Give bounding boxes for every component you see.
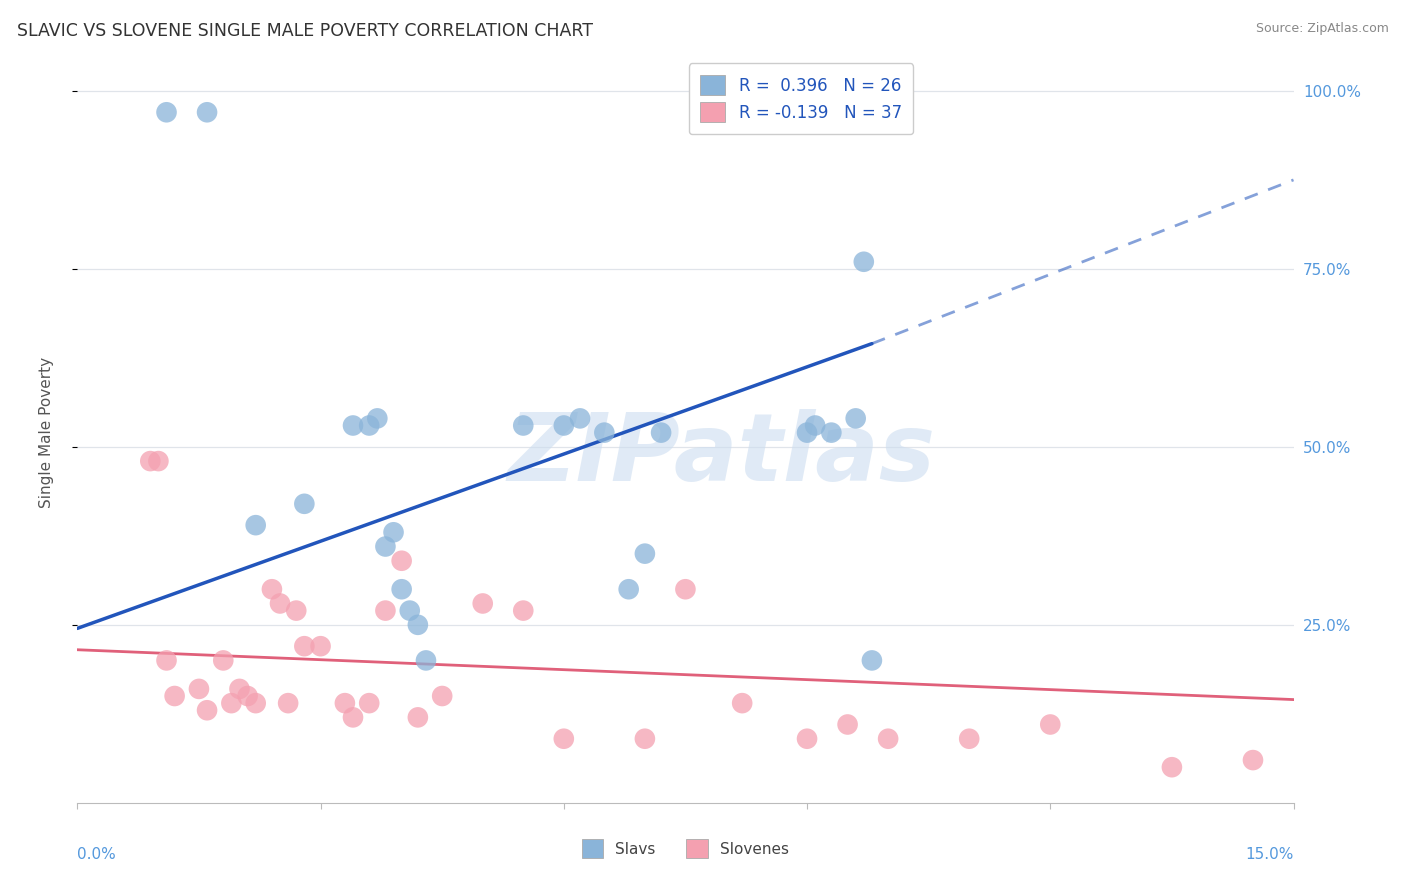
Point [236,689,259,703]
Point [877,731,900,746]
Point [553,731,575,746]
Text: SLAVIC VS SLOVENE SINGLE MALE POVERTY CORRELATION CHART: SLAVIC VS SLOVENE SINGLE MALE POVERTY CO… [17,22,593,40]
Point [471,597,494,611]
Point [820,425,842,440]
Point [852,254,875,268]
Point [675,582,697,597]
Text: ZIPatlas: ZIPatlas [508,409,936,500]
Point [228,681,250,696]
Point [617,582,640,597]
Point [634,731,657,746]
Point [292,497,315,511]
Point [195,105,218,120]
Point [374,604,396,618]
Point [406,617,429,632]
Point [359,418,381,433]
Point [796,731,818,746]
Point [569,411,592,425]
Point [406,710,429,724]
Point [285,604,308,618]
Point [155,653,177,667]
Point [512,418,534,433]
Point [430,689,453,703]
Legend: Slavs, Slovenes: Slavs, Slovenes [574,831,797,865]
Point [391,582,413,597]
Point [245,696,267,710]
Point [195,703,218,717]
Point [221,696,243,710]
Text: 0.0%: 0.0% [77,847,117,863]
Point [188,681,211,696]
Point [398,604,420,618]
Point [860,653,883,667]
Text: 15.0%: 15.0% [1246,847,1294,863]
Point [245,518,267,533]
Point [593,425,616,440]
Point [1241,753,1264,767]
Point [366,411,388,425]
Point [260,582,283,597]
Point [333,696,356,710]
Point [342,418,364,433]
Point [382,525,405,540]
Point [374,540,396,554]
Point [148,454,170,468]
Point [415,653,437,667]
Point [553,418,575,433]
Text: Source: ZipAtlas.com: Source: ZipAtlas.com [1256,22,1389,36]
Point [155,105,177,120]
Point [309,639,332,653]
Point [837,717,859,731]
Point [731,696,754,710]
Point [212,653,235,667]
Point [957,731,980,746]
Point [342,710,364,724]
Point [650,425,672,440]
Point [796,425,818,440]
Point [139,454,162,468]
Point [1039,717,1062,731]
Point [804,418,827,433]
Point [292,639,315,653]
Y-axis label: Single Male Poverty: Single Male Poverty [39,357,53,508]
Point [634,547,657,561]
Point [1161,760,1184,774]
Point [845,411,868,425]
Point [269,597,291,611]
Point [163,689,186,703]
Point [359,696,381,710]
Point [512,604,534,618]
Point [277,696,299,710]
Point [391,554,413,568]
